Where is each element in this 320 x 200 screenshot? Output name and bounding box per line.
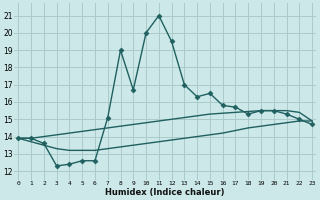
X-axis label: Humidex (Indice chaleur): Humidex (Indice chaleur) bbox=[106, 188, 225, 197]
